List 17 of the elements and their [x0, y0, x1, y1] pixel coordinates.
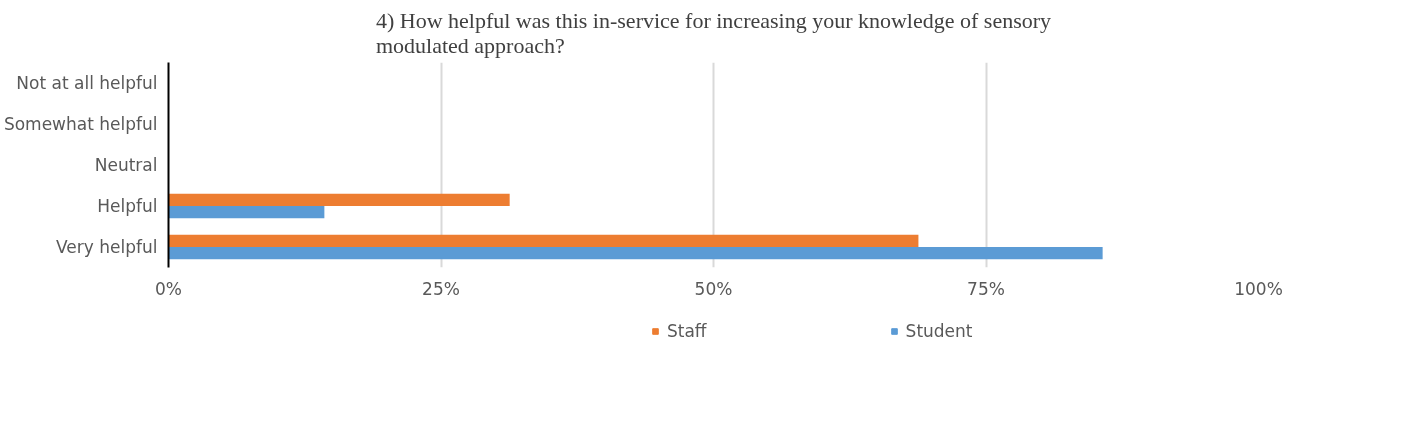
x-tick-label: 0%	[155, 278, 182, 299]
legend-label: Student	[905, 321, 973, 341]
y-tick-label: Very helpful	[56, 237, 158, 257]
y-tick-label: Somewhat helpful	[3, 114, 158, 134]
x-tick-label: 50%	[694, 278, 733, 299]
x-tick-label: 25%	[422, 278, 460, 299]
y-tick-label: Neutral	[94, 155, 158, 175]
x-tick-label: 100%	[1234, 278, 1283, 299]
bar	[168, 247, 1103, 260]
x-tick-label: 75%	[967, 278, 1005, 299]
bar	[168, 193, 510, 206]
y-tick-label: Not at all helpful	[16, 73, 158, 93]
bar	[168, 206, 325, 219]
bar	[168, 234, 919, 247]
y-tick-label: Helpful	[97, 196, 158, 216]
legend-label: Staff	[667, 321, 707, 341]
chart-title: 4) How helpful was this in-service for increasing your knowledge of sensory modulated approach?	[375, 7, 1052, 58]
